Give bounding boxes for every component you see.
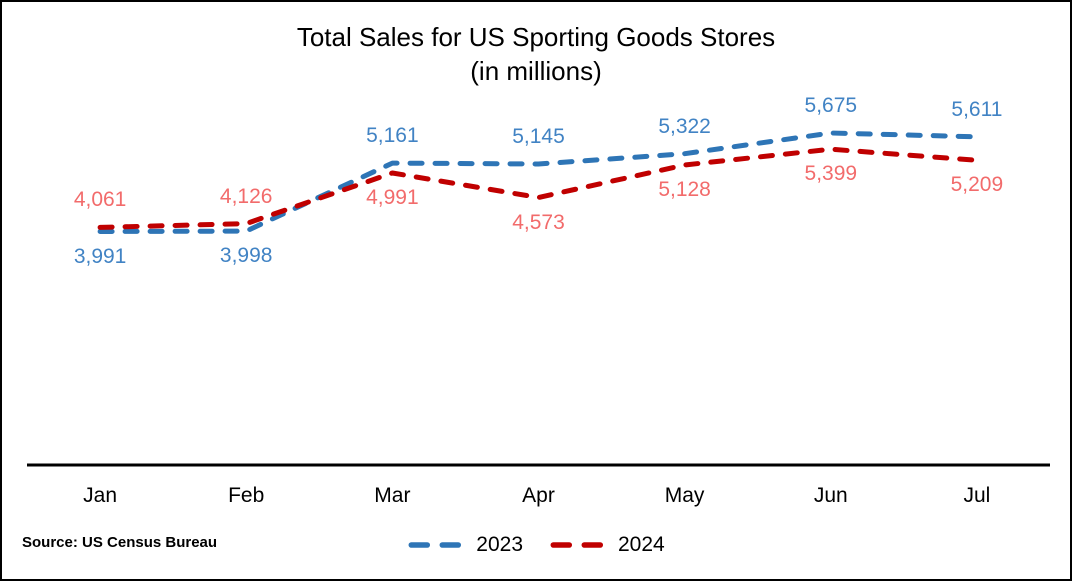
x-axis-label-Jun: Jun [813,484,848,507]
x-axis-label-May: May [664,484,705,507]
x-axis-label-Jan: Jan [83,484,118,507]
chart-title: Total Sales for US Sporting Goods Stores… [2,20,1070,88]
legend-item-2024: 2024 [549,533,665,557]
source-note: Source: US Census Bureau [22,534,218,551]
series-line-2024 [97,146,980,230]
data-label-2024-Mar: 4,991 [366,186,419,209]
legend-label-2023: 2023 [476,533,523,556]
data-label-2023-May: 5,322 [658,114,711,138]
data-label-2023-Apr: 5,145 [512,125,565,148]
chart-title-line2: (in millions) [470,56,602,86]
legend-dash-sample-2023 [408,542,469,548]
data-label-2024-Jun: 5,399 [804,162,858,186]
data-label-2023-Jul: 5,611 [951,97,1003,121]
data-label-2024-Apr: 4,573 [512,210,565,234]
data-label-2024-Feb: 4,126 [219,184,273,208]
data-label-2023-Mar: 5,161 [366,124,419,148]
x-axis-label-Apr: Apr [522,484,555,507]
x-axis-label-Mar: Mar [374,484,411,507]
data-label-2024-Jul: 5,209 [950,173,1004,197]
x-axis-label-Jul: Jul [963,484,991,507]
data-label-2024-May: 5,128 [658,178,711,201]
data-label-2024-Jan: 4,061 [73,188,127,212]
data-label-2023-Feb: 3,998 [219,244,273,268]
series-line-2023 [97,130,980,234]
legend-dash-sample-2024 [550,542,610,548]
chart-title-line1: Total Sales for US Sporting Goods Stores [296,22,776,52]
data-label-2023-Jan: 3,991 [73,244,127,268]
data-label-2023-Jun: 5,675 [804,94,858,117]
legend-item-2023: 2023 [407,533,523,557]
x-axis-label-Feb: Feb [228,484,265,507]
legend-label-2024: 2024 [618,533,665,556]
legend: 2023 2024 [407,533,665,557]
